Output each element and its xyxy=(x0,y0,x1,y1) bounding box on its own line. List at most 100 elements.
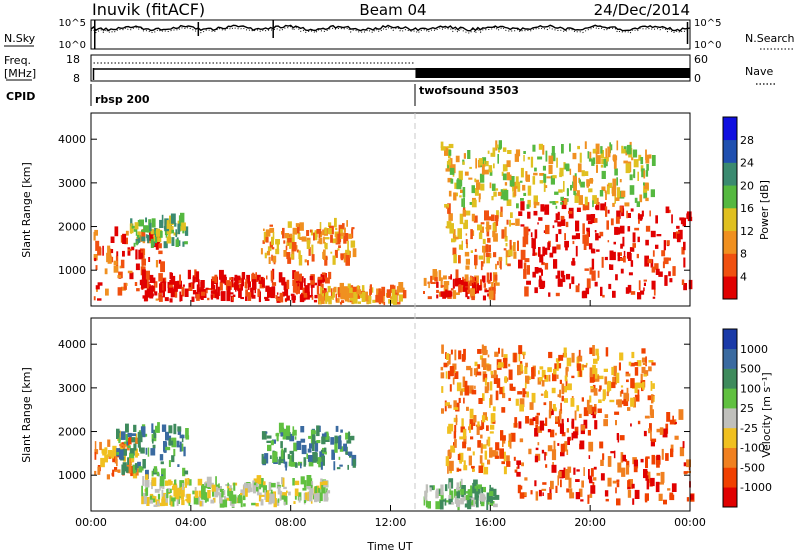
heatmap-cell xyxy=(543,173,547,183)
heatmap-cell xyxy=(598,399,602,403)
heatmap-cell xyxy=(206,476,212,487)
heatmap-cell xyxy=(261,431,267,440)
heatmap-cell xyxy=(486,221,490,232)
heatmap-cell xyxy=(177,426,182,432)
heatmap-cell xyxy=(492,222,496,233)
heatmap-cell xyxy=(196,294,200,301)
heatmap-cell xyxy=(603,419,608,427)
heatmap-cell xyxy=(448,143,454,149)
heatmap-cell xyxy=(94,449,99,455)
heatmap-cell xyxy=(610,218,614,226)
heatmap-cell xyxy=(555,432,557,436)
heatmap-cell xyxy=(532,417,536,421)
heatmap-cell xyxy=(469,408,474,419)
heatmap-cell xyxy=(253,482,259,492)
heatmap-cell xyxy=(283,501,286,506)
heatmap-cell xyxy=(541,380,545,387)
colorbar-frame xyxy=(722,328,738,508)
heatmap-cell xyxy=(595,233,599,241)
heatmap-cell xyxy=(317,276,323,280)
y-tick-label: 4000 xyxy=(58,133,86,146)
heatmap-cell xyxy=(558,354,564,361)
heatmap-cell xyxy=(145,447,148,455)
heatmap-cell xyxy=(614,168,618,176)
heatmap-cell xyxy=(609,399,615,403)
heatmap-cell xyxy=(135,263,140,271)
heatmap-cell xyxy=(334,435,338,444)
heatmap-cell xyxy=(229,277,233,280)
heatmap-cell xyxy=(620,258,624,261)
heatmap-cell xyxy=(325,433,329,439)
heatmap-cell xyxy=(443,275,447,280)
colorbar-tick-label: -500 xyxy=(740,461,765,474)
heatmap-cell xyxy=(597,270,600,278)
heatmap-cell xyxy=(473,479,478,490)
heatmap-cell xyxy=(520,198,524,201)
heatmap-cell xyxy=(135,468,139,476)
heatmap-cell xyxy=(95,240,100,251)
heatmap-cell xyxy=(194,269,197,280)
heatmap-cell xyxy=(152,277,156,284)
heatmap-cell xyxy=(610,382,616,389)
heatmap-cell xyxy=(589,493,593,498)
heatmap-cell xyxy=(533,210,538,216)
heatmap-cell xyxy=(632,498,635,505)
heatmap-cell xyxy=(474,248,477,252)
heatmap-cell xyxy=(623,392,628,400)
heatmap-cell xyxy=(487,150,490,154)
heatmap-cell xyxy=(194,490,199,498)
heatmap-cell xyxy=(625,163,631,174)
heatmap-cell xyxy=(549,201,553,204)
heatmap-cell xyxy=(545,150,548,162)
heatmap-cell xyxy=(153,429,157,439)
heatmap-cell xyxy=(443,281,449,292)
heatmap-cell xyxy=(615,420,617,426)
heatmap-cell xyxy=(383,301,386,306)
heatmap-cell xyxy=(153,234,157,244)
heatmap-cell xyxy=(450,288,454,291)
heatmap-cell xyxy=(573,176,577,181)
heatmap-cell xyxy=(445,289,448,298)
heatmap-cell xyxy=(645,239,649,246)
heatmap-cell xyxy=(314,440,319,452)
heatmap-cell xyxy=(282,437,287,440)
heatmap-cell xyxy=(204,496,207,503)
heatmap-cell xyxy=(343,443,347,452)
heatmap-cell xyxy=(472,486,477,492)
heatmap-cell xyxy=(472,468,475,472)
heatmap-cell xyxy=(303,493,306,505)
heatmap-cell xyxy=(651,266,656,273)
heatmap-cell xyxy=(619,435,625,441)
heatmap-cell xyxy=(436,289,439,293)
heatmap-cell xyxy=(264,252,267,259)
heatmap-cell xyxy=(487,225,492,230)
heatmap-cell xyxy=(612,290,616,298)
colorbar-tick-label: 20 xyxy=(740,179,754,192)
heatmap-cell xyxy=(141,236,146,242)
heatmap-cell xyxy=(616,372,620,384)
heatmap-cell xyxy=(473,422,476,426)
heatmap-cell xyxy=(481,444,487,449)
heatmap-cell xyxy=(549,487,552,497)
heatmap-cell xyxy=(474,179,480,183)
heatmap-cell xyxy=(497,147,502,150)
heatmap-cell xyxy=(340,232,345,237)
heatmap-cell xyxy=(571,352,575,363)
heatmap-cell xyxy=(97,246,101,254)
heatmap-cell xyxy=(129,453,134,456)
heatmap-cell xyxy=(297,232,301,240)
heatmap-cell xyxy=(503,189,509,201)
heatmap-cell xyxy=(204,483,209,489)
heatmap-cell xyxy=(488,244,491,253)
heatmap-cell xyxy=(495,455,499,459)
heatmap-cell xyxy=(607,186,610,195)
heatmap-cell xyxy=(559,379,562,384)
heatmap-cell xyxy=(340,429,343,433)
heatmap-cell xyxy=(590,214,596,223)
heatmap-cell xyxy=(482,238,486,245)
heatmap-cell xyxy=(481,163,485,175)
heatmap-cell xyxy=(288,461,293,467)
heatmap-cell xyxy=(486,500,489,510)
heatmap-cell xyxy=(633,174,635,177)
heatmap-cell xyxy=(372,299,376,303)
